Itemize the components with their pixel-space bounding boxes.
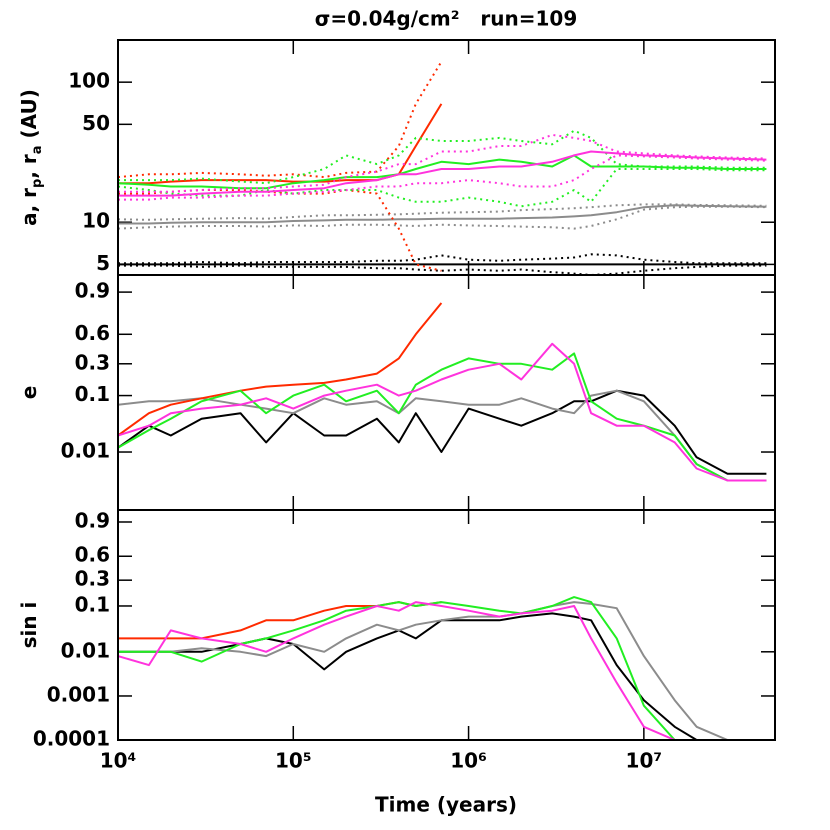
y-tick-label: 0.001 (47, 682, 110, 706)
y-tick-label: 0.1 (75, 592, 110, 616)
series-line (118, 601, 676, 740)
panel-frame (117, 509, 776, 741)
x-axis-label: Time (years) (375, 793, 517, 817)
series-line (118, 204, 767, 225)
series-line (118, 596, 676, 740)
y-tick-label: 0.6 (75, 321, 110, 345)
series-line (118, 168, 767, 208)
chart-title: σ=0.04g/cm² run=109 (315, 7, 578, 31)
y-tick-label: 0.01 (61, 638, 110, 662)
y-tick-label: 0.3 (75, 350, 110, 374)
y-axis-label-part: e (17, 386, 41, 400)
y-axis-label-part: (AU) (17, 89, 41, 145)
series-line (118, 189, 442, 272)
series-line (118, 103, 443, 185)
y-tick-label: 100 (68, 69, 110, 93)
y-axis-label: e (17, 386, 41, 400)
y-tick-label: 0.01 (61, 439, 110, 463)
y-tick-label: 0.9 (75, 279, 110, 303)
y-tick-label: 0.1 (75, 382, 110, 406)
series-line (118, 389, 767, 482)
series-line (118, 264, 767, 275)
y-axis-label-part: a (30, 145, 45, 154)
y-axis-label: sin i (17, 602, 41, 649)
y-axis-label-part: sin i (17, 602, 41, 649)
x-tick-label: 10⁷ (626, 749, 663, 773)
y-axis-label-part: p (30, 179, 45, 188)
series-line (118, 612, 698, 740)
series-line (118, 389, 767, 475)
series-line (118, 203, 767, 221)
series-line (118, 154, 767, 201)
plot-area (118, 596, 728, 740)
y-tick-label: 0.0001 (33, 727, 110, 751)
y-tick-label: 0.6 (75, 543, 110, 567)
series-line (118, 205, 767, 230)
x-tick-label: 10⁵ (275, 749, 312, 773)
x-tick-label: 10⁴ (100, 749, 137, 773)
y-tick-label: 10 (82, 209, 110, 233)
series-line (118, 129, 767, 185)
panel-frame (117, 39, 776, 276)
y-tick-label: 0.3 (75, 567, 110, 591)
series-line (118, 601, 728, 740)
series-line (118, 253, 767, 265)
plot-area (118, 302, 767, 482)
plot-area (118, 61, 767, 275)
y-tick-label: 5 (96, 251, 110, 275)
x-tick-label: 10⁶ (450, 749, 487, 773)
y-axis-label: a, rp, ra (AU) (17, 89, 46, 226)
y-axis-label-part: a, r (17, 188, 41, 226)
series-line (118, 302, 443, 437)
y-axis-label-part: , r (17, 154, 41, 179)
series-line (118, 342, 767, 482)
y-tick-label: 50 (82, 111, 110, 135)
panel-frame (117, 274, 776, 511)
y-tick-label: 0.9 (75, 508, 110, 532)
series-line (118, 61, 443, 179)
